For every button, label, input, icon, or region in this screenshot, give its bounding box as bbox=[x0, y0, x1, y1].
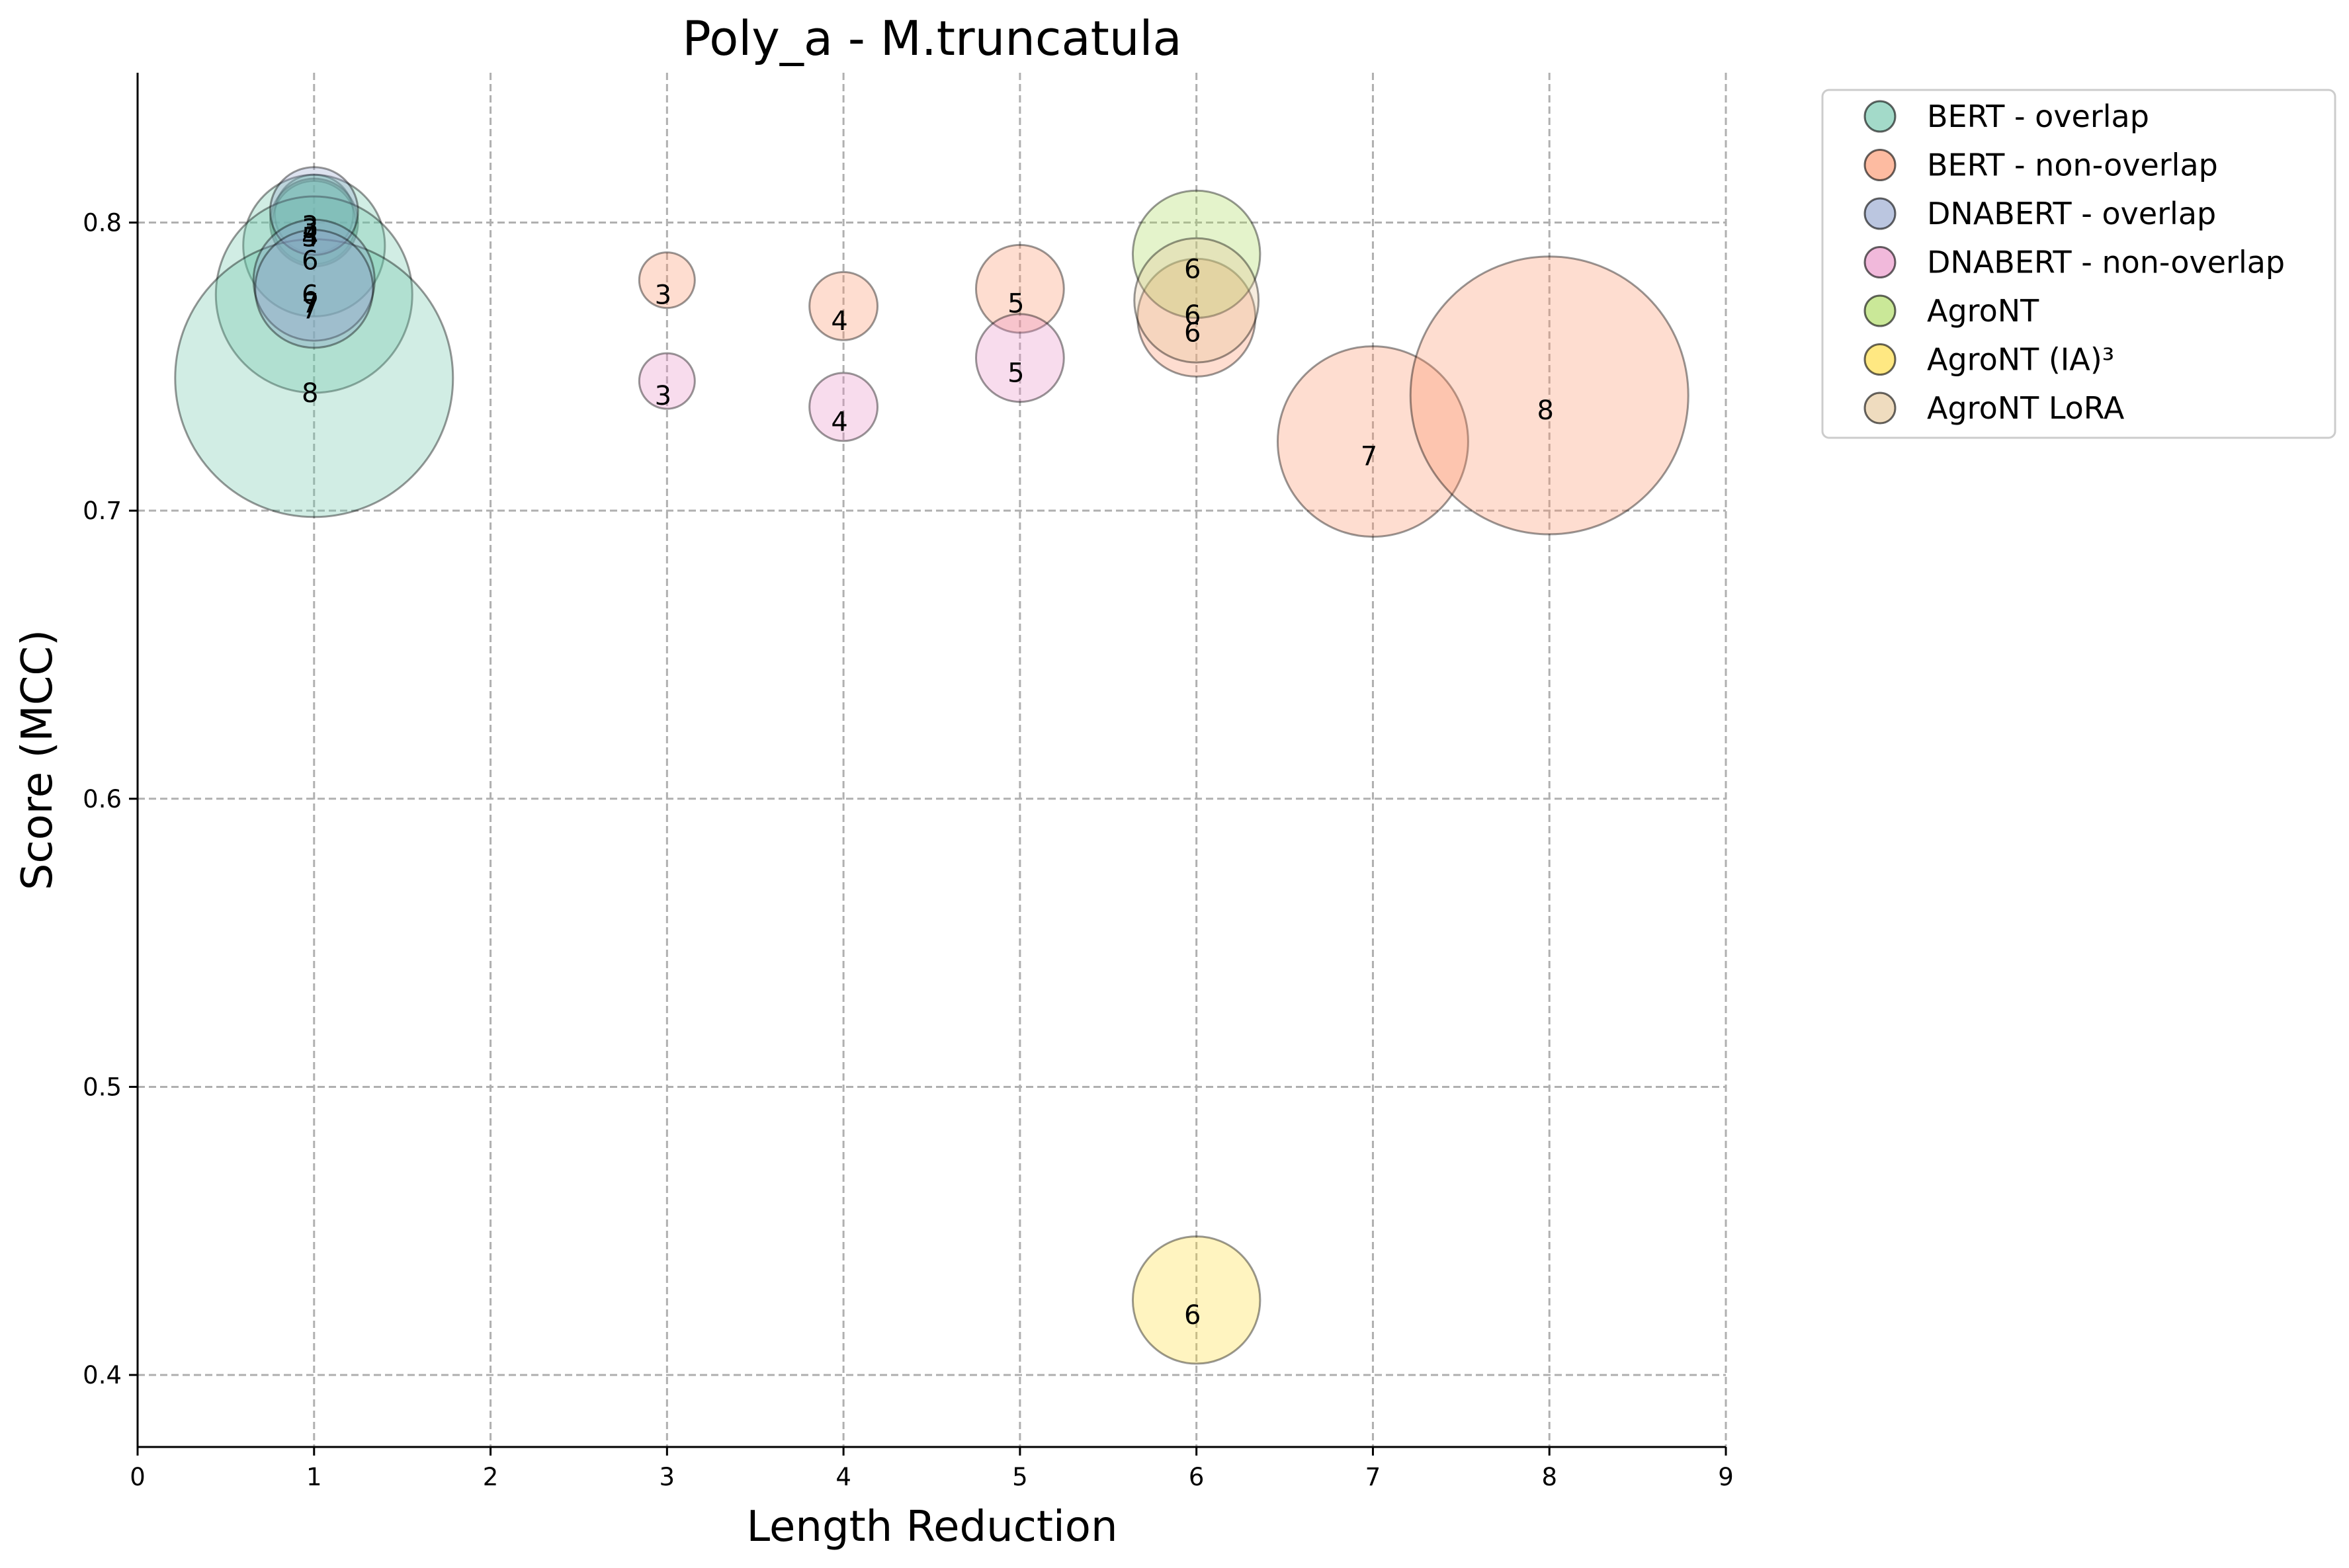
axis-ticks: 0 1 2 3 4 5 6 7 8 90.40.50.60.70.8 bbox=[83, 209, 1734, 1491]
bubble-label: 8 bbox=[302, 378, 318, 409]
bubble-label: 5 bbox=[302, 223, 318, 253]
bubble-label: 7 bbox=[1361, 442, 1377, 472]
bubble-bert-overlap bbox=[242, 173, 386, 317]
grid-lines bbox=[136, 73, 1727, 1447]
x-tick-label: 6 bbox=[1189, 1463, 1205, 1491]
bubble-dnabert-overlap bbox=[269, 166, 359, 257]
chart-title: Poly_a - M.truncatula bbox=[682, 11, 1181, 66]
bubble-bert-non-overlap bbox=[1276, 345, 1469, 538]
bubble-label: 8 bbox=[1537, 395, 1553, 426]
x-tick-label: 3 bbox=[660, 1463, 675, 1491]
bubble-bert-non-overlap bbox=[1136, 257, 1257, 378]
legend-marker-dnabert-non-overlap bbox=[1863, 246, 1897, 278]
legend-marker-agront-ia bbox=[1863, 343, 1897, 376]
x-axis-label: Length Reduction bbox=[746, 1503, 1117, 1551]
bubble-label: 3 bbox=[302, 211, 318, 241]
y-tick-label: 0.8 bbox=[83, 209, 122, 237]
x-tick-label: 1 bbox=[306, 1463, 322, 1491]
bubble-label: 3 bbox=[655, 381, 671, 411]
bubble-label: 6 bbox=[1184, 317, 1201, 348]
bubble-bert-overlap bbox=[273, 173, 355, 255]
bubble-bert-overlap bbox=[269, 177, 359, 268]
bubble-label: 6 bbox=[1184, 254, 1201, 284]
bubble-bert-non-overlap bbox=[974, 243, 1065, 334]
legend-label-bert-non-overlap: BERT - non-overlap bbox=[1927, 147, 2218, 183]
bubble-label: 4 bbox=[831, 407, 847, 437]
bubble-label: 7 bbox=[302, 289, 318, 319]
bubble-label: 6 bbox=[1184, 1300, 1201, 1331]
bubble-agront bbox=[1131, 189, 1261, 319]
legend-frame bbox=[1821, 89, 2336, 439]
bubble-agront-ia bbox=[1131, 1235, 1261, 1365]
bubble-label: 6 bbox=[1184, 300, 1201, 331]
bubble-dnabert-overlap bbox=[252, 218, 376, 342]
bubble-bert-non-overlap bbox=[638, 251, 696, 309]
bubble-dnabert-non-overlap bbox=[974, 313, 1065, 403]
bubble-bert-non-overlap bbox=[1409, 255, 1689, 536]
bubble-dnabert-non-overlap bbox=[808, 372, 879, 442]
bubble-bert-overlap bbox=[271, 180, 357, 266]
bubble-label: 6 bbox=[302, 245, 318, 276]
legend-marker-bert-overlap bbox=[1863, 100, 1897, 133]
y-tick-label: 0.7 bbox=[83, 497, 122, 525]
bubble-bert-non-overlap bbox=[808, 270, 879, 341]
x-tick-label: 0 bbox=[130, 1463, 146, 1491]
y-axis-label: Score (MCC) bbox=[13, 630, 62, 890]
bubble-bert-overlap bbox=[214, 195, 413, 394]
legend-marker-bert-non-overlap bbox=[1863, 149, 1897, 181]
legend-label-bert-overlap: BERT - overlap bbox=[1927, 99, 2149, 134]
bubble-dnabert-overlap bbox=[254, 229, 374, 349]
legend-marker-dnabert-overlap bbox=[1863, 197, 1897, 230]
x-tick-label: 4 bbox=[835, 1463, 851, 1491]
x-tick-label: 7 bbox=[1365, 1463, 1381, 1491]
bubble-label: 5 bbox=[1007, 358, 1024, 388]
bubble-label: 6 bbox=[302, 280, 318, 311]
bubble-label: 3 bbox=[302, 214, 318, 244]
legend-marker-agront-lora bbox=[1863, 392, 1897, 425]
legend: BERT - overlap BERT - non-overlap DNABERT … bbox=[1821, 89, 2336, 439]
bubble-agront-lora bbox=[1133, 237, 1260, 364]
bubble-layer bbox=[174, 166, 1689, 1365]
x-tick-label: 9 bbox=[1718, 1463, 1734, 1491]
x-tick-label: 8 bbox=[1541, 1463, 1557, 1491]
legend-label-agront: AgroNT bbox=[1927, 293, 2039, 329]
bubble-label: 4 bbox=[831, 306, 847, 337]
legend-label-dnabert-overlap: DNABERT - overlap bbox=[1927, 196, 2216, 231]
bubble-dnabert-non-overlap bbox=[638, 352, 696, 410]
x-tick-label: 2 bbox=[483, 1463, 499, 1491]
bubble-label: 4 bbox=[302, 223, 318, 253]
bubble-label: 5 bbox=[1007, 289, 1024, 319]
bubble-label: 7 bbox=[302, 294, 318, 325]
y-tick-label: 0.4 bbox=[83, 1361, 122, 1389]
bubble-label: 3 bbox=[655, 280, 671, 311]
y-tick-label: 0.6 bbox=[83, 785, 122, 813]
legend-label-agront-lora: AgroNT LoRA bbox=[1927, 390, 2125, 426]
legend-label-agront-ia: AgroNT (IA)³ bbox=[1927, 342, 2114, 378]
y-tick-label: 0.5 bbox=[83, 1073, 122, 1101]
legend-label-dnabert-non-overlap: DNABERT - non-overlap bbox=[1927, 245, 2285, 280]
bubble-bert-overlap bbox=[174, 238, 454, 518]
legend-marker-agront bbox=[1863, 294, 1897, 327]
axes bbox=[136, 73, 1726, 1448]
x-tick-label: 5 bbox=[1012, 1463, 1028, 1491]
